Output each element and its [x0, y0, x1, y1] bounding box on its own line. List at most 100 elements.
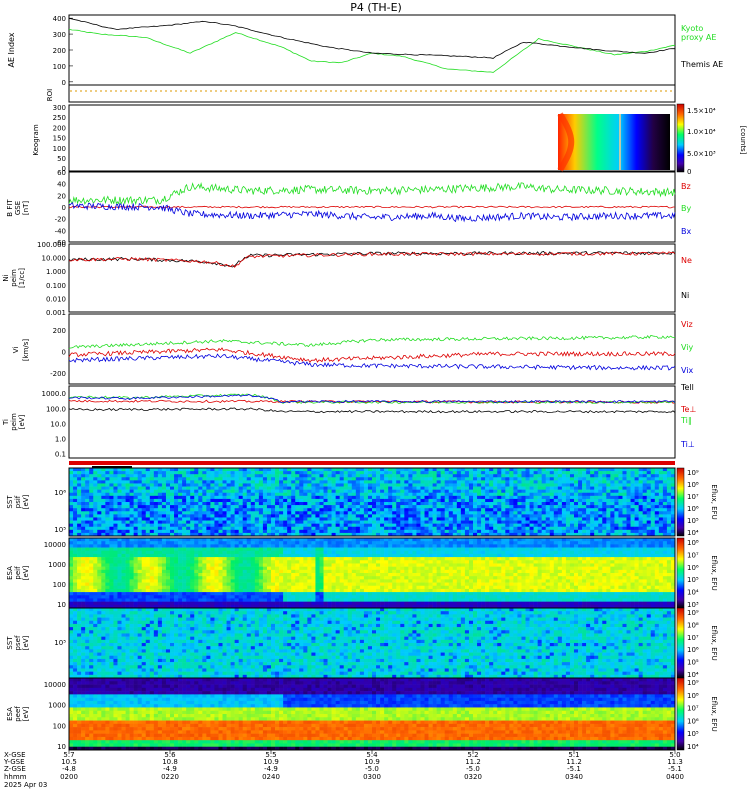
esa-ion-cell	[351, 550, 357, 555]
sst-ion-cell	[388, 498, 393, 503]
esa-ion-cell	[174, 582, 179, 587]
sst-ion-cell	[182, 517, 187, 521]
esa-ion-cell	[145, 604, 151, 609]
sst-ion-cell	[582, 508, 587, 512]
sst-ion-cell	[513, 508, 518, 512]
esa-ion-cell	[299, 560, 304, 564]
esa-ion-cell	[145, 598, 151, 602]
sst-ion-cell	[145, 502, 151, 506]
esa-ion-cell	[226, 547, 231, 552]
sst-ion-cell	[202, 480, 207, 484]
esa-ion-cell	[222, 553, 227, 558]
sst-ion-cell	[226, 517, 231, 521]
sst-ion-cell	[323, 483, 328, 487]
esa-ion-cell	[234, 560, 239, 564]
esa-ion-cell	[77, 592, 82, 596]
esa-ion-cell	[81, 560, 86, 564]
sst-ion-cell	[254, 514, 260, 518]
esa-ion-cell	[254, 566, 260, 571]
esa-ion-cell	[113, 585, 118, 590]
esa-ion-cell	[279, 595, 284, 599]
sst-ion-cell	[440, 495, 446, 500]
esa-ion-cell	[339, 598, 345, 602]
sst-ion-cell	[153, 502, 159, 506]
sst-ion-cell	[97, 514, 102, 518]
esa-ion-cell	[97, 560, 102, 564]
esa-ion-cell	[182, 601, 187, 606]
sst-ion-cell	[319, 483, 324, 487]
sst-ion-cell	[392, 529, 397, 534]
sst-ion-cell	[319, 486, 324, 490]
esa-ion-cell	[234, 601, 239, 606]
esa-ion-cell	[335, 585, 340, 590]
sst-ion-cell	[541, 529, 547, 534]
esa-ion-cell	[186, 604, 191, 609]
sst-ion-cell	[561, 495, 567, 500]
roi-ylabel: ROI	[46, 89, 54, 101]
esa-ion-cell	[89, 557, 94, 561]
sst-ion-cell	[509, 517, 514, 521]
sst-ion-cell	[230, 495, 235, 500]
sst-ion-cell	[89, 480, 94, 484]
sst-ion-cell	[569, 495, 575, 500]
sst-ion-cell	[501, 474, 506, 478]
esa-ion-cell	[355, 538, 361, 542]
sst-ion-cell	[468, 471, 474, 475]
esa-ion-cell	[347, 566, 353, 571]
sst-ion-cell	[81, 505, 86, 509]
sst-ion-cell	[105, 526, 110, 531]
sst-ion-cell	[392, 502, 397, 506]
sst-ion-cell	[452, 486, 458, 490]
sst-ion-cell	[258, 495, 264, 500]
sst-ion-cell	[569, 511, 575, 515]
esa-ion-cell	[254, 550, 260, 555]
sst-ion-cell	[626, 502, 631, 506]
sst-ion-cell	[634, 526, 639, 531]
sst-ion-cell	[279, 474, 284, 478]
sst-ion-cell	[125, 495, 130, 500]
esa-ion-cell	[109, 560, 114, 564]
sst-ion-cell	[533, 514, 538, 518]
sst-ion-cell	[658, 486, 664, 490]
sst-ion-cell	[93, 532, 98, 537]
esa-ion-cell	[242, 598, 248, 602]
sst-ion-cell	[557, 526, 563, 531]
sst-ion-cell	[468, 532, 474, 537]
esa-ion-cell	[182, 585, 187, 590]
esa-ion-cell	[153, 544, 159, 548]
esa-ion-cell	[73, 588, 78, 593]
sst-ion-cell	[133, 492, 138, 497]
sst-ion-cell	[174, 498, 179, 503]
esa-ion-cell	[303, 566, 308, 571]
sst-ion-cell	[557, 474, 563, 478]
sst-ion-cell	[481, 517, 486, 521]
sst-ion-cell	[129, 502, 134, 506]
sst-ion-cell	[222, 489, 227, 494]
sst-ion-cell	[295, 529, 300, 534]
sst-ion-cell	[133, 502, 138, 506]
sst-ion-cell	[505, 508, 510, 512]
sst-ion-cell	[186, 526, 191, 531]
sst-ion-cell	[372, 520, 377, 524]
sst-ion-cell	[614, 508, 619, 512]
sst-ion-cell	[262, 477, 268, 481]
sst-ion-cell	[121, 492, 126, 497]
velocity-tick-label: 200	[53, 327, 66, 335]
esa-ion-cell	[125, 557, 130, 561]
sst-ion-cell	[206, 492, 211, 497]
esa-ion-cell	[262, 585, 268, 590]
sst-ion-cell	[561, 508, 567, 512]
sst-ion-cell	[97, 526, 102, 531]
esa-ion-cell	[234, 547, 239, 552]
sst-ion-cell	[303, 477, 308, 481]
esa-ion-cell	[161, 588, 167, 593]
sst-ion-cell	[97, 492, 102, 497]
esa-ion-cell	[323, 582, 328, 587]
sst-ion-cell	[537, 498, 542, 503]
esa-ion-cell	[234, 544, 239, 548]
sst-ion-cell	[372, 502, 377, 506]
sst-ion-cell	[477, 495, 482, 500]
sst-ion-cell	[165, 498, 171, 503]
esa-ion-cell	[165, 538, 171, 542]
sst-ion-cell	[178, 502, 183, 506]
